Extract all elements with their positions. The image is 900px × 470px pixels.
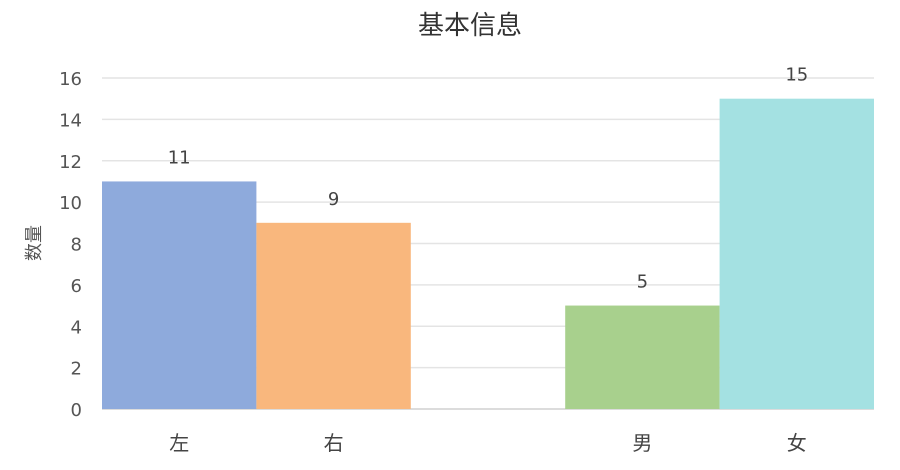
y-tick-label: 8: [71, 235, 82, 256]
y-tick-label: 2: [71, 359, 82, 380]
y-tick-label: 0: [71, 400, 82, 421]
x-tick-label: 男: [632, 431, 652, 455]
bar-男: [565, 305, 720, 409]
y-tick-label: 4: [71, 317, 82, 338]
data-label: 5: [637, 272, 648, 293]
data-label: 11: [168, 147, 191, 168]
y-tick-label: 16: [59, 69, 82, 90]
y-axis-label: 数量: [24, 225, 45, 261]
data-label: 15: [785, 65, 808, 86]
bar-女: [719, 98, 874, 409]
y-tick-label: 14: [59, 110, 82, 131]
bar-右: [256, 222, 411, 409]
y-tick-label: 6: [71, 276, 82, 297]
chart-title: 基本信息: [418, 11, 522, 41]
x-tick-label: 右: [324, 431, 344, 455]
y-tick-label: 12: [59, 152, 82, 173]
x-tick-label: 女: [787, 431, 807, 455]
y-tick-label: 10: [59, 193, 82, 214]
x-tick-label: 左: [169, 431, 189, 455]
data-label: 9: [328, 189, 339, 210]
bar-左: [102, 181, 257, 409]
